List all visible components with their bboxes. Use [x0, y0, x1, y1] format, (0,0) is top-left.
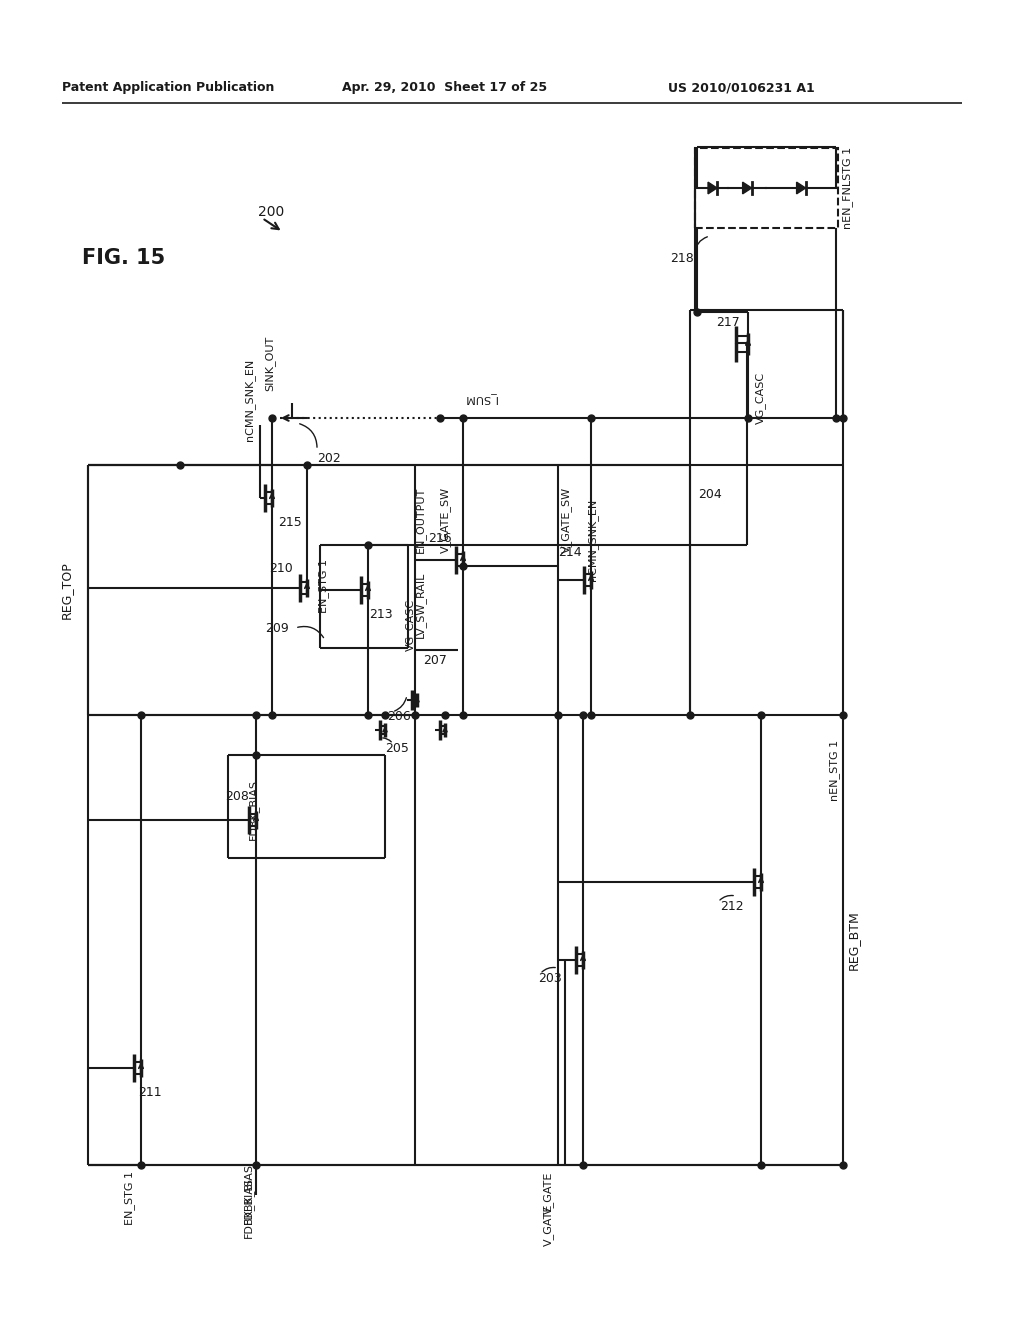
Text: REG_BTM: REG_BTM	[847, 909, 859, 970]
Text: nCMN_SNK_EN: nCMN_SNK_EN	[245, 359, 255, 441]
Text: FIG. 15: FIG. 15	[82, 248, 165, 268]
Text: FDBK_BIAS: FDBK_BIAS	[243, 1177, 254, 1238]
Text: 212: 212	[720, 899, 743, 912]
Polygon shape	[742, 182, 752, 194]
Text: 211: 211	[138, 1085, 162, 1098]
Text: 214: 214	[558, 545, 582, 558]
Text: nEN_STG 1: nEN_STG 1	[829, 739, 841, 800]
Text: Patent Application Publication: Patent Application Publication	[62, 82, 274, 95]
Text: VG_CASC: VG_CASC	[755, 372, 766, 424]
Text: 210: 210	[269, 561, 293, 574]
Text: 200: 200	[258, 205, 285, 219]
Text: VG_CASC: VG_CASC	[404, 599, 416, 651]
Bar	[695, 148, 838, 228]
Text: nCMN_SNK_EN: nCMN_SNK_EN	[588, 499, 598, 581]
Text: EN_STG 1: EN_STG 1	[125, 1171, 135, 1225]
Text: 203: 203	[538, 972, 562, 985]
Text: V_GATE: V_GATE	[543, 1204, 553, 1246]
Text: 202: 202	[317, 451, 341, 465]
Text: 216: 216	[428, 532, 452, 544]
Text: 217: 217	[716, 315, 739, 329]
Text: 205: 205	[385, 742, 409, 755]
Polygon shape	[708, 182, 717, 194]
Text: US 2010/0106231 A1: US 2010/0106231 A1	[668, 82, 815, 95]
Text: FDBK_BIAS: FDBK_BIAS	[248, 780, 258, 841]
Polygon shape	[797, 182, 806, 194]
Text: EN_STG 1: EN_STG 1	[318, 558, 330, 612]
Text: 207: 207	[423, 653, 446, 667]
Text: V_GATE_SW: V_GATE_SW	[439, 487, 451, 553]
Text: I_SUM: I_SUM	[463, 392, 497, 404]
Text: 218: 218	[670, 252, 693, 264]
Text: Apr. 29, 2010  Sheet 17 of 25: Apr. 29, 2010 Sheet 17 of 25	[342, 82, 547, 95]
Text: 206: 206	[387, 710, 411, 722]
Text: EN_OUTPUT: EN_OUTPUT	[415, 487, 425, 553]
Text: FDBK_BIAS: FDBK_BIAS	[243, 1163, 254, 1224]
Text: LV_SW_RAIL: LV_SW_RAIL	[415, 572, 425, 638]
Text: 213: 213	[369, 607, 392, 620]
Text: V_GATE: V_GATE	[543, 1172, 553, 1214]
Text: nEN_FNLSTG 1: nEN_FNLSTG 1	[843, 147, 853, 230]
Text: 204: 204	[698, 488, 722, 502]
Text: REG_TOP: REG_TOP	[59, 561, 73, 619]
Text: 215: 215	[278, 516, 302, 528]
Text: SINK_OUT: SINK_OUT	[264, 335, 275, 391]
Text: 209: 209	[265, 622, 289, 635]
Text: V_GATE_SW: V_GATE_SW	[560, 487, 571, 553]
Text: 208: 208	[225, 789, 249, 803]
